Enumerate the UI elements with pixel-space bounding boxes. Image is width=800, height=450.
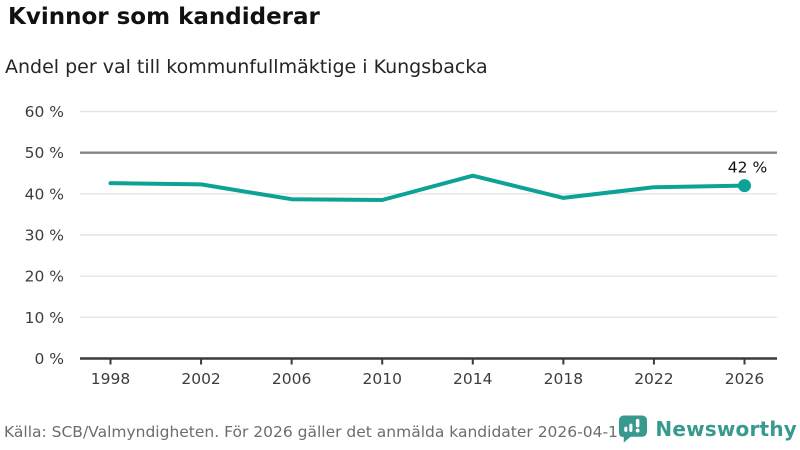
y-tick-label: 50 % [25, 144, 64, 162]
x-tick-label: 2010 [362, 370, 401, 388]
y-tick-label: 40 % [25, 185, 64, 203]
x-tick-label: 2026 [725, 370, 764, 388]
footer: Källa: SCB/Valmyndigheten. För 2026 gäll… [0, 408, 800, 450]
end-point-marker [738, 179, 751, 193]
brand-name: Newsworthy [655, 417, 797, 441]
x-tick-label: 2006 [272, 370, 311, 388]
newsworthy-speech-bubble-barchart-icon [619, 415, 648, 443]
line-chart: 0 % 10 % 20 % 30 % 40 % 50 % 60 % 1998 2002 2006 2… [25, 103, 777, 388]
x-tick-label: 2022 [634, 370, 673, 388]
y-tick-label: 20 % [25, 268, 64, 286]
y-tick-label: 30 % [25, 227, 64, 245]
source-note: Källa: SCB/Valmyndigheten. För 2026 gäll… [4, 423, 633, 441]
y-tick-label: 60 % [25, 103, 64, 121]
data-line [108, 173, 747, 202]
brand-logo: Newsworthy [617, 414, 797, 444]
x-tick-label: 2018 [544, 370, 583, 388]
x-tick-label: 2014 [453, 370, 492, 388]
page-title: Kvinnor som kandiderar [8, 4, 320, 30]
x-tick-label: 1998 [91, 370, 130, 388]
y-tick-label: 0 % [34, 350, 64, 368]
y-tick-label: 10 % [25, 309, 64, 327]
x-tick-label: 2002 [181, 370, 220, 388]
chart-subtitle: Andel per val till kommunfullmäktige i K… [5, 56, 488, 78]
last-value-label: 42 % [728, 159, 767, 177]
